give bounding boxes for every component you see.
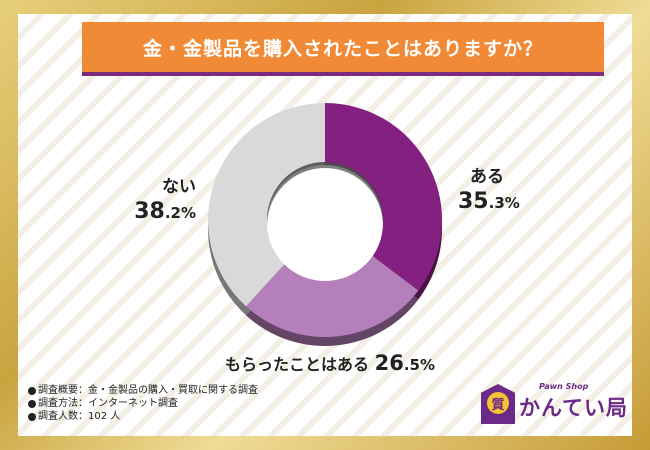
- footnote-item: 調査人数：102 人: [28, 410, 258, 423]
- bullet-icon: [28, 386, 36, 395]
- footnote-text: 調査概要：金・金製品の購入・買取に関する調査: [38, 385, 258, 396]
- footnote-text: 調査方法：インターネット調査: [38, 398, 178, 409]
- footnote-item: 調査概要：金・金製品の購入・買取に関する調査: [28, 384, 258, 397]
- donut-slice: [325, 103, 443, 291]
- slice-category-label: ない: [162, 177, 196, 197]
- donut-slice: [245, 254, 419, 338]
- page-title-text: 金・金製品を購入されたことはありますか？: [142, 37, 543, 60]
- brand-logo: 質 Pawn Shop かんてい局: [475, 382, 633, 428]
- footnote-text: 調査人数：102 人: [38, 411, 121, 422]
- logo-brand-name: かんてい局: [519, 396, 628, 420]
- donut-hole: [267, 165, 383, 281]
- logo-badge-char: 質: [487, 392, 509, 414]
- slice-value-label: 38.2%: [134, 199, 196, 224]
- logo-tagline: Pawn Shop: [539, 382, 589, 391]
- footnotes: 調査概要：金・金製品の購入・買取に関する調査 調査方法：インターネット調査 調査…: [28, 384, 258, 423]
- footnote-item: 調査方法：インターネット調査: [28, 397, 258, 410]
- slice-label: もらったことはある 26.5%: [225, 351, 435, 375]
- donut-slice: [208, 103, 325, 307]
- slice-category-label: ある: [470, 167, 504, 187]
- page-title: 金・金製品を購入されたことはありますか？: [82, 22, 604, 76]
- bullet-icon: [28, 412, 36, 421]
- slice-value-label: 35.3%: [458, 189, 520, 214]
- bullet-icon: [28, 399, 36, 408]
